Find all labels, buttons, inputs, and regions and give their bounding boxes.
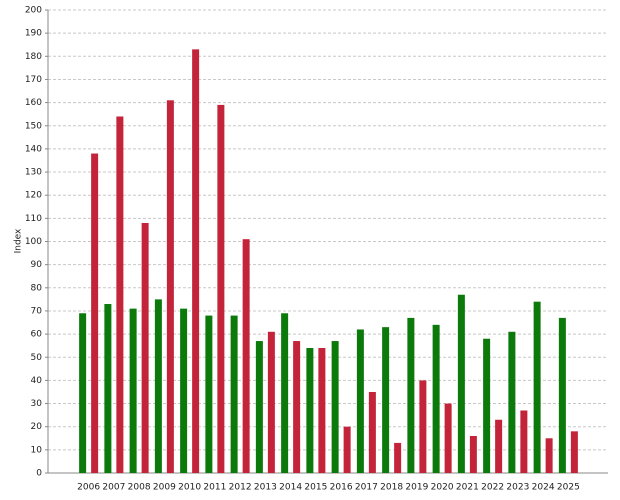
y-tick-label: 150 xyxy=(25,121,42,131)
y-tick-label: 40 xyxy=(31,376,43,386)
x-tick-label: 2007 xyxy=(102,483,125,493)
bar xyxy=(368,391,376,473)
bar xyxy=(343,426,351,473)
bar xyxy=(281,313,289,473)
bar xyxy=(382,327,390,473)
bar xyxy=(356,329,364,473)
x-tick-label: 2014 xyxy=(279,483,302,493)
bar xyxy=(293,341,301,473)
bar xyxy=(520,410,528,473)
bar xyxy=(545,438,553,473)
x-tick-label: 2009 xyxy=(153,483,176,493)
bar xyxy=(217,104,225,473)
y-tick-label: 0 xyxy=(36,469,42,479)
bar xyxy=(255,341,263,473)
y-tick-label: 170 xyxy=(25,75,42,85)
x-tick-label: 2024 xyxy=(532,483,555,493)
bar xyxy=(166,100,174,473)
bar xyxy=(407,317,415,473)
y-tick-label: 70 xyxy=(31,306,43,316)
bar xyxy=(104,304,112,473)
y-axis-label: Index xyxy=(14,228,24,253)
bar xyxy=(483,338,491,473)
y-tick-label: 120 xyxy=(25,191,42,201)
bar xyxy=(432,324,440,473)
bar xyxy=(116,116,124,474)
bar xyxy=(331,341,339,473)
x-tick-label: 2011 xyxy=(203,483,226,493)
x-tick-label: 2010 xyxy=(178,483,201,493)
bar xyxy=(205,315,213,473)
y-tick-label: 10 xyxy=(31,445,43,455)
x-tick-label: 2023 xyxy=(506,483,529,493)
bar xyxy=(495,419,503,473)
y-tick-label: 100 xyxy=(25,237,42,247)
x-tick-label: 2020 xyxy=(431,483,454,493)
y-tick-label: 30 xyxy=(31,399,43,409)
bar xyxy=(230,315,238,473)
bar xyxy=(180,308,188,473)
y-tick-label: 160 xyxy=(25,98,42,108)
x-tick-label: 2019 xyxy=(405,483,428,493)
x-tick-label: 2025 xyxy=(557,483,580,493)
y-tick-label: 190 xyxy=(25,29,42,39)
bar xyxy=(91,153,99,473)
x-tick-label: 2013 xyxy=(254,483,277,493)
bar xyxy=(154,299,162,473)
y-tick-label: 60 xyxy=(31,330,43,340)
y-tick-label: 140 xyxy=(25,144,42,154)
y-tick-label: 200 xyxy=(25,6,42,16)
x-tick-label: 2021 xyxy=(456,483,479,493)
y-tick-label: 110 xyxy=(25,214,42,224)
bar xyxy=(318,347,326,473)
bar xyxy=(141,222,149,473)
y-tick-label: 90 xyxy=(31,260,43,270)
x-tick-label: 2022 xyxy=(481,483,504,493)
bar xyxy=(533,301,541,473)
x-tick-label: 2006 xyxy=(77,483,100,493)
bar xyxy=(394,442,402,473)
y-tick-label: 20 xyxy=(31,422,43,432)
bar xyxy=(419,380,427,473)
y-tick-label: 50 xyxy=(31,353,43,363)
x-tick-label: 2016 xyxy=(330,483,353,493)
bar xyxy=(508,331,516,473)
bar xyxy=(570,431,578,473)
x-tick-label: 2015 xyxy=(304,483,327,493)
bar xyxy=(267,331,275,473)
y-tick-label: 80 xyxy=(31,283,43,293)
y-tick-label: 180 xyxy=(25,52,42,62)
x-tick-label: 2012 xyxy=(229,483,252,493)
x-tick-label: 2017 xyxy=(355,483,378,493)
x-tick-label: 2018 xyxy=(380,483,403,493)
bar xyxy=(129,308,137,473)
bar xyxy=(558,317,566,473)
bar xyxy=(192,49,200,473)
bar xyxy=(469,435,477,473)
bar xyxy=(306,347,314,473)
x-tick-label: 2008 xyxy=(128,483,151,493)
bar xyxy=(457,294,465,473)
bar xyxy=(444,403,452,473)
bar xyxy=(242,239,250,473)
y-tick-label: 130 xyxy=(25,168,42,178)
bar xyxy=(79,313,87,473)
